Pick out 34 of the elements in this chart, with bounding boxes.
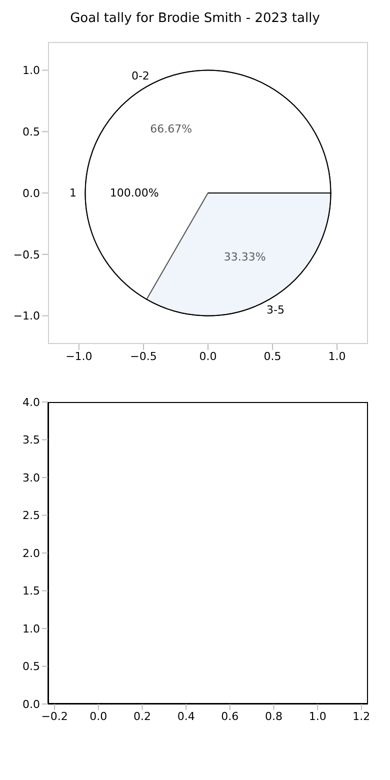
- y-tick-label: 0.0: [22, 698, 40, 711]
- x-tick-label: −1.0: [66, 350, 92, 363]
- y-tick-label: 3.0: [22, 471, 40, 484]
- x-tick-label: 0.2: [133, 710, 151, 723]
- x-tick-label: 1.2: [352, 710, 370, 723]
- y-tick-label: 2.0: [22, 546, 40, 560]
- chart-title: Goal tally for Brodie Smith - 2023 tally: [69, 10, 321, 28]
- y-tick-label: 4.0: [22, 396, 40, 409]
- data-label: 66.67%: [150, 122, 192, 136]
- slice-label: 1: [69, 186, 76, 200]
- y-tick-label: 1.5: [22, 584, 40, 598]
- y-tick-label: 0.5: [22, 126, 40, 139]
- y-tick-label: 0.0: [22, 186, 40, 200]
- x-tick-label: 0.5: [264, 350, 282, 363]
- y-tick-label: −1.0: [13, 310, 40, 323]
- data-label: 33.33%: [224, 250, 266, 264]
- x-tick-label: 0.6: [221, 710, 239, 723]
- x-tick-label: 0.8: [265, 710, 283, 723]
- x-tick-label: 0.4: [177, 710, 195, 723]
- x-tick-label: 0.0: [199, 350, 217, 363]
- x-tick-label: 1.0: [308, 710, 326, 723]
- y-tick-label: 1.0: [22, 64, 40, 78]
- x-tick-label: 1.0: [328, 350, 346, 363]
- x-tick-label: −0.5: [130, 350, 157, 363]
- slice-label: 3-5: [266, 303, 285, 316]
- y-tick-label: 0.5: [22, 660, 40, 674]
- y-tick-label: 1.0: [22, 622, 40, 636]
- y-tick-label: −0.5: [13, 248, 40, 262]
- y-tick-label: 3.5: [22, 434, 40, 447]
- x-tick-label: 0.0: [90, 710, 108, 723]
- x-tick-label: −0.2: [41, 710, 68, 723]
- slice-label: 0-2: [131, 70, 150, 83]
- data-label: 100.00%: [110, 186, 159, 200]
- y-tick-label: 2.5: [22, 509, 40, 522]
